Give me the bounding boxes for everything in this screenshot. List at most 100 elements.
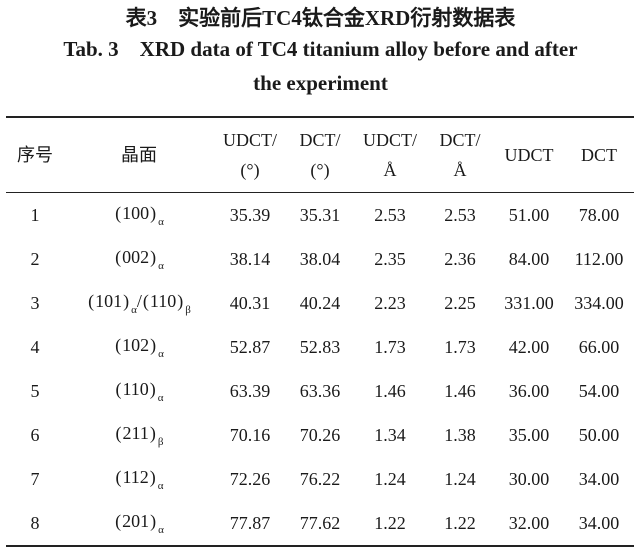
udct-spacing: 1.73 xyxy=(374,336,406,357)
column-header-line1: 序号 xyxy=(17,145,53,165)
udct-angle: 77.87 xyxy=(229,512,271,533)
column-header-line1: DCT/ xyxy=(439,130,481,150)
dct-intensity: 112.00 xyxy=(574,248,624,269)
phase-subscript: β xyxy=(185,303,191,316)
table-caption-chinese: 表3 实验前后TC4钛合金XRD衍射数据表 xyxy=(125,6,516,30)
table-row: 1 (100) α 35.39 35.31 2.53 2.53 51.00 78.00 xyxy=(6,193,634,238)
column-header-line1: DCT xyxy=(581,145,617,165)
udct-intensity: 42.00 xyxy=(508,336,550,357)
miller-index: 110 xyxy=(149,290,177,311)
udct-intensity: 84.00 xyxy=(508,248,550,269)
crystal-plane: (002) α xyxy=(64,237,214,281)
dct-spacing: 1.24 xyxy=(444,468,476,489)
plane-index: (100) α xyxy=(115,202,164,228)
plane-index: (112) α xyxy=(115,466,164,492)
dct-angle: 35.31 xyxy=(299,204,341,225)
table-row: 2 (002) α 38.14 38.04 2.35 2.36 84.00 112.00 xyxy=(6,237,634,281)
table-row: 3 (101) α/(110) β 40.31 40.24 2.23 2.25 331.00 33… xyxy=(6,281,634,325)
crystal-plane: (112) α xyxy=(64,457,214,501)
dct-intensity: 34.00 xyxy=(578,468,620,489)
udct-spacing: 1.46 xyxy=(374,380,406,401)
column-header: UDCT xyxy=(494,117,564,193)
dct-spacing: 2.36 xyxy=(444,248,476,269)
miller-index: 102 xyxy=(122,334,150,355)
crystal-plane: (201) α xyxy=(64,501,214,546)
column-header-line1: 晶面 xyxy=(121,145,157,165)
udct-angle: 70.16 xyxy=(229,424,271,445)
miller-index: 110 xyxy=(122,378,149,399)
phase-subscript: α xyxy=(131,303,137,316)
column-header-line1: UDCT xyxy=(504,145,554,165)
miller-index: 101 xyxy=(95,290,123,311)
dct-angle: 76.22 xyxy=(299,468,341,489)
column-header: 晶面 xyxy=(64,117,214,193)
miller-index: 002 xyxy=(122,246,150,267)
column-header: UDCT/Å xyxy=(354,117,426,193)
table-caption-english-line1: Tab. 3 XRD data of TC4 titanium alloy be… xyxy=(63,37,578,61)
table-row: 6 (211) β 70.16 70.26 1.34 1.38 35.00 50.00 xyxy=(6,413,634,457)
plane-index: (211) β xyxy=(115,422,164,448)
udct-spacing: 2.53 xyxy=(374,204,406,225)
crystal-plane: (100) α xyxy=(64,193,214,238)
column-header-line1: UDCT/ xyxy=(363,130,417,150)
dct-angle: 52.83 xyxy=(299,336,341,357)
udct-spacing: 2.35 xyxy=(374,248,406,269)
udct-intensity: 331.00 xyxy=(504,292,554,313)
column-header-line2: Å xyxy=(383,160,397,180)
table-caption-english-line2: the experiment xyxy=(253,71,388,95)
table-row: 8 (201) α 77.87 77.62 1.22 1.22 32.00 34.00 xyxy=(6,501,634,546)
row-number: 2 xyxy=(30,248,40,269)
udct-angle: 72.26 xyxy=(229,468,271,489)
plane-index: (002) α xyxy=(115,246,164,272)
column-header: DCT/ (°) xyxy=(286,117,354,193)
udct-spacing: 2.23 xyxy=(374,292,406,313)
plane-index: (201) α xyxy=(115,510,164,536)
dct-intensity: 34.00 xyxy=(578,512,620,533)
table-header-row: 序号 晶面 UDCT/(°) DCT/(°) UDCT/Å DCT/Å UDCT DCT xyxy=(6,117,634,193)
column-header-line2: (°) xyxy=(240,160,260,180)
plane-index: (110) β xyxy=(142,290,191,316)
row-number: 6 xyxy=(30,424,40,445)
phase-subscript: α xyxy=(158,523,164,536)
column-header-line2: Å xyxy=(453,160,467,180)
plane-index: (102) α xyxy=(115,334,164,360)
table-body: 1 (100) α 35.39 35.31 2.53 2.53 51.00 78.00 2 (002… xyxy=(6,193,634,546)
dct-intensity: 78.00 xyxy=(578,204,620,225)
table-caption-english: Tab. 3 XRD data of TC4 titanium alloy be… xyxy=(0,32,641,100)
row-number: 3 xyxy=(30,292,40,313)
udct-angle: 40.31 xyxy=(229,292,271,313)
column-header-line1: UDCT/ xyxy=(223,130,277,150)
dct-intensity: 54.00 xyxy=(578,380,620,401)
dct-spacing: 1.22 xyxy=(444,512,476,533)
udct-intensity: 35.00 xyxy=(508,424,550,445)
udct-intensity: 36.00 xyxy=(508,380,550,401)
miller-index: 211 xyxy=(122,422,149,443)
column-header: DCT xyxy=(564,117,634,193)
udct-intensity: 30.00 xyxy=(508,468,550,489)
dct-spacing: 1.38 xyxy=(444,424,476,445)
row-number: 1 xyxy=(30,204,40,225)
udct-spacing: 1.24 xyxy=(374,468,406,489)
crystal-plane: (211) β xyxy=(64,413,214,457)
udct-angle: 63.39 xyxy=(229,380,271,401)
row-number: 7 xyxy=(30,468,40,489)
xrd-data-table: 序号 晶面 UDCT/(°) DCT/(°) UDCT/Å DCT/Å UDCT DCT 1(… xyxy=(6,116,634,547)
crystal-plane: (101) α/(110) β xyxy=(88,290,191,316)
table-row: 5 (110) α 63.39 63.36 1.46 1.46 36.00 54.00 xyxy=(6,369,634,413)
dct-angle: 63.36 xyxy=(299,380,341,401)
dct-angle: 38.04 xyxy=(299,248,341,269)
udct-intensity: 32.00 xyxy=(508,512,550,533)
dct-angle: 77.62 xyxy=(299,512,341,533)
phase-subscript: α xyxy=(158,259,164,272)
phase-subscript: α xyxy=(158,347,164,360)
phase-subscript: β xyxy=(157,435,164,448)
column-header: 序号 xyxy=(6,117,64,193)
udct-intensity: 51.00 xyxy=(508,204,550,225)
plane-index: (101) α xyxy=(88,290,137,316)
column-header-line2: (°) xyxy=(310,160,330,180)
dct-spacing: 2.25 xyxy=(444,292,476,313)
dct-spacing: 1.46 xyxy=(444,380,476,401)
column-header: DCT/Å xyxy=(426,117,494,193)
dct-spacing: 1.73 xyxy=(444,336,476,357)
row-number: 5 xyxy=(30,380,40,401)
